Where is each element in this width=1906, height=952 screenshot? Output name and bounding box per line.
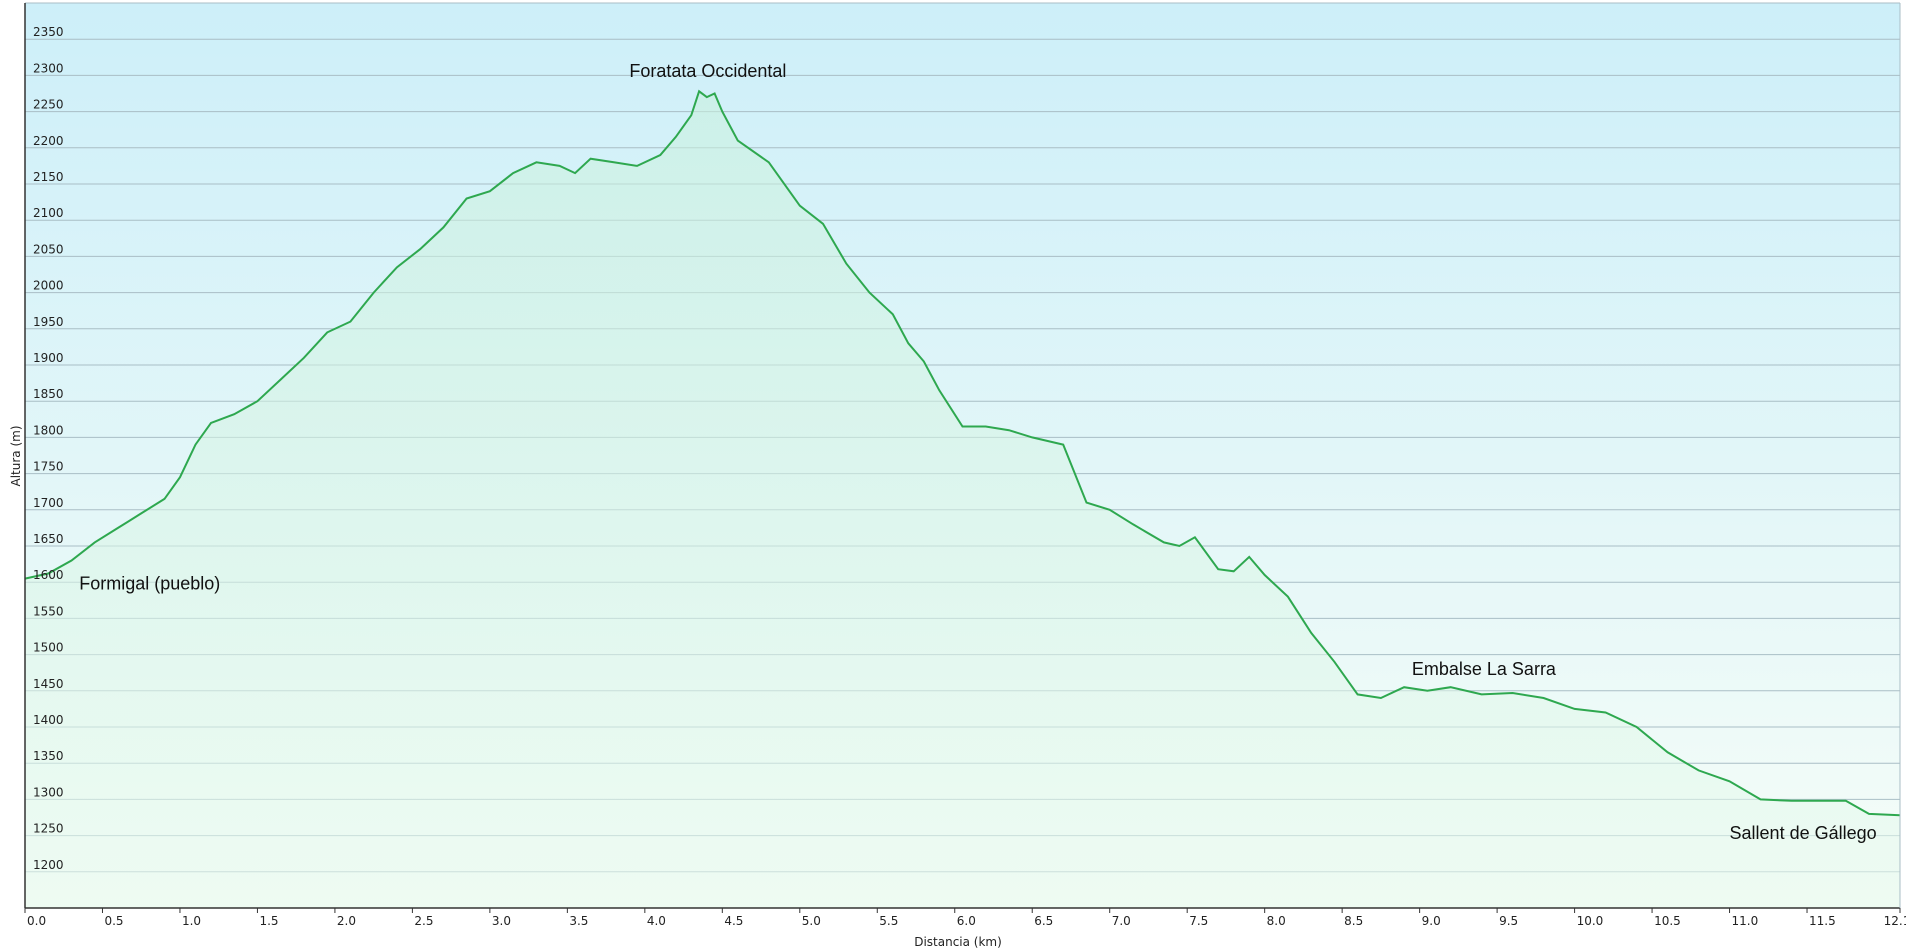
y-tick-label: 1800: [33, 423, 64, 437]
x-tick-label: 4.5: [724, 914, 743, 928]
y-tick-label: 1200: [33, 858, 64, 872]
y-tick-label: 1300: [33, 785, 64, 799]
y-tick-label: 1500: [33, 641, 64, 655]
x-tick-label: 9.5: [1499, 914, 1518, 928]
y-tick-label: 1350: [33, 749, 64, 763]
x-tick-label: 11.0: [1732, 914, 1759, 928]
y-tick-label: 2300: [33, 61, 64, 75]
y-tick-label: 2150: [33, 170, 64, 184]
x-tick-label: 11.5: [1809, 914, 1836, 928]
x-axis-label: Distancia (km): [914, 935, 1002, 949]
y-tick-label: 2100: [33, 206, 64, 220]
x-tick-label: 2.5: [414, 914, 433, 928]
x-tick-label: 10.5: [1654, 914, 1681, 928]
y-tick-label: 1650: [33, 532, 64, 546]
y-tick-label: 1250: [33, 822, 64, 836]
y-tick-label: 2200: [33, 134, 64, 148]
x-tick-label: 8.0: [1267, 914, 1286, 928]
annotation-label: Embalse La Sarra: [1412, 659, 1557, 679]
elevation-area: [25, 91, 1900, 909]
x-tick-label: 6.5: [1034, 914, 1053, 928]
x-tick-label: 7.5: [1189, 914, 1208, 928]
x-tick-label: 4.0: [647, 914, 666, 928]
y-tick-label: 1850: [33, 387, 64, 401]
x-tick-label: 2.0: [337, 914, 356, 928]
x-tick-label: 3.0: [492, 914, 511, 928]
x-tick-label: 6.0: [957, 914, 976, 928]
x-tick-label: 10.0: [1577, 914, 1604, 928]
x-tick-label: 0.5: [104, 914, 123, 928]
x-tick-label: 12.1: [1884, 914, 1906, 928]
x-tick-label: 1.5: [259, 914, 278, 928]
axes: [24, 3, 1901, 909]
x-tick-label: 7.0: [1112, 914, 1131, 928]
x-tick-label: 3.5: [569, 914, 588, 928]
y-tick-label: 1900: [33, 351, 64, 365]
y-tick-label: 1600: [33, 568, 64, 582]
y-tick-label: 2350: [33, 25, 64, 39]
y-tick-label: 1450: [33, 677, 64, 691]
y-axis-label: Altura (m): [9, 425, 23, 486]
x-tick-label: 9.0: [1422, 914, 1441, 928]
x-tick-label: 8.5: [1344, 914, 1363, 928]
y-tick-label: 2250: [33, 98, 64, 112]
y-tick-label: 1950: [33, 315, 64, 329]
elevation-line: [24, 89, 1901, 817]
y-axis-ticks: 1200 1250 1300 1350 1400 1450 1500 1550 1600 1650…: [33, 25, 64, 872]
annotations: Formigal (pueblo) Foratata Occidental Emba…: [79, 61, 1876, 843]
x-tick-label: 1.0: [182, 914, 201, 928]
y-tick-label: 2000: [33, 279, 64, 293]
y-tick-label: 2050: [33, 242, 64, 256]
y-tick-label: 1550: [33, 604, 64, 618]
y-tick-label: 1750: [33, 460, 64, 474]
x-axis-ticks: 0.0 0.5 1.0 1.5 2.0 2.5 3.0 3.5 4.0 4.5 5.0 5.5 6.0 6…: [24, 908, 1906, 928]
annotation-label: Formigal (pueblo): [79, 573, 220, 593]
x-tick-label: 0.0: [27, 914, 46, 928]
x-tick-label: 5.0: [802, 914, 821, 928]
y-tick-label: 1700: [33, 496, 64, 510]
annotation-label: Sallent de Gállego: [1730, 823, 1877, 843]
annotation-label: Foratata Occidental: [629, 61, 786, 81]
x-tick-label: 5.5: [879, 914, 898, 928]
y-tick-label: 1400: [33, 713, 64, 727]
